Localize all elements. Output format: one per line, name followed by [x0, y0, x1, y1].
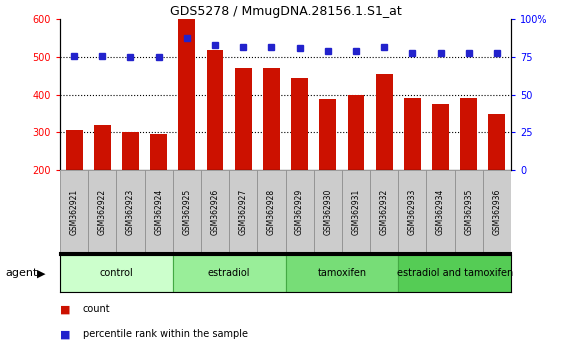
Bar: [404, 98, 421, 170]
Bar: [370, 170, 399, 253]
Bar: [122, 132, 139, 170]
Text: GSM362933: GSM362933: [408, 188, 417, 235]
Text: agent: agent: [6, 268, 38, 279]
Text: GSM362925: GSM362925: [182, 188, 191, 235]
Bar: [207, 50, 223, 170]
Text: ▶: ▶: [38, 268, 46, 279]
Text: tamoxifen: tamoxifen: [317, 268, 367, 279]
Bar: [313, 170, 342, 253]
Text: GDS5278 / MmugDNA.28156.1.S1_at: GDS5278 / MmugDNA.28156.1.S1_at: [170, 5, 401, 18]
Text: GSM362932: GSM362932: [380, 188, 389, 235]
Text: GSM362931: GSM362931: [352, 188, 360, 235]
Bar: [342, 170, 370, 253]
Bar: [286, 255, 399, 292]
Bar: [286, 170, 313, 253]
Bar: [173, 255, 286, 292]
Bar: [150, 134, 167, 170]
Bar: [229, 170, 258, 253]
Text: GSM362930: GSM362930: [323, 188, 332, 235]
Bar: [88, 170, 116, 253]
Text: GSM362926: GSM362926: [211, 188, 219, 235]
Text: estradiol and tamoxifen: estradiol and tamoxifen: [396, 268, 513, 279]
Text: GSM362927: GSM362927: [239, 188, 248, 235]
Bar: [235, 68, 252, 170]
Text: control: control: [99, 268, 133, 279]
Bar: [291, 78, 308, 170]
Bar: [348, 95, 364, 170]
Text: GSM362923: GSM362923: [126, 188, 135, 235]
Bar: [427, 170, 455, 253]
Bar: [201, 170, 229, 253]
Bar: [116, 170, 144, 253]
Bar: [376, 74, 393, 170]
Text: GSM362921: GSM362921: [70, 188, 79, 235]
Text: GSM362935: GSM362935: [464, 188, 473, 235]
Text: GSM362929: GSM362929: [295, 188, 304, 235]
Bar: [144, 170, 173, 253]
Bar: [263, 68, 280, 170]
Text: count: count: [83, 304, 110, 314]
Bar: [178, 19, 195, 170]
Bar: [60, 255, 173, 292]
Bar: [455, 170, 483, 253]
Bar: [66, 130, 83, 170]
Text: GSM362936: GSM362936: [492, 188, 501, 235]
Text: estradiol: estradiol: [208, 268, 250, 279]
Text: ■: ■: [60, 329, 70, 339]
Bar: [432, 104, 449, 170]
Text: GSM362924: GSM362924: [154, 188, 163, 235]
Text: GSM362934: GSM362934: [436, 188, 445, 235]
Text: GSM362922: GSM362922: [98, 188, 107, 235]
Text: percentile rank within the sample: percentile rank within the sample: [83, 329, 248, 339]
Bar: [460, 98, 477, 170]
Bar: [173, 170, 201, 253]
Bar: [399, 255, 511, 292]
Bar: [94, 125, 111, 170]
Bar: [258, 170, 286, 253]
Bar: [60, 170, 88, 253]
Bar: [399, 170, 427, 253]
Text: ■: ■: [60, 304, 70, 314]
Bar: [489, 114, 505, 170]
Bar: [483, 170, 511, 253]
Bar: [319, 99, 336, 170]
Text: GSM362928: GSM362928: [267, 188, 276, 235]
